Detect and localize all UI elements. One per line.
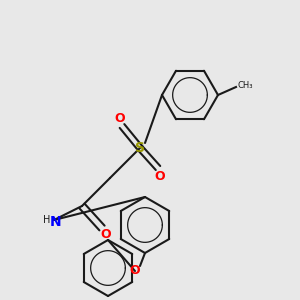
Text: H: H xyxy=(43,215,50,225)
Text: O: O xyxy=(155,169,165,182)
Text: CH₃: CH₃ xyxy=(238,82,254,91)
Text: N: N xyxy=(50,215,62,229)
Text: O: O xyxy=(115,112,125,124)
Text: S: S xyxy=(135,141,145,155)
Text: O: O xyxy=(130,265,140,278)
Text: O: O xyxy=(101,227,111,241)
